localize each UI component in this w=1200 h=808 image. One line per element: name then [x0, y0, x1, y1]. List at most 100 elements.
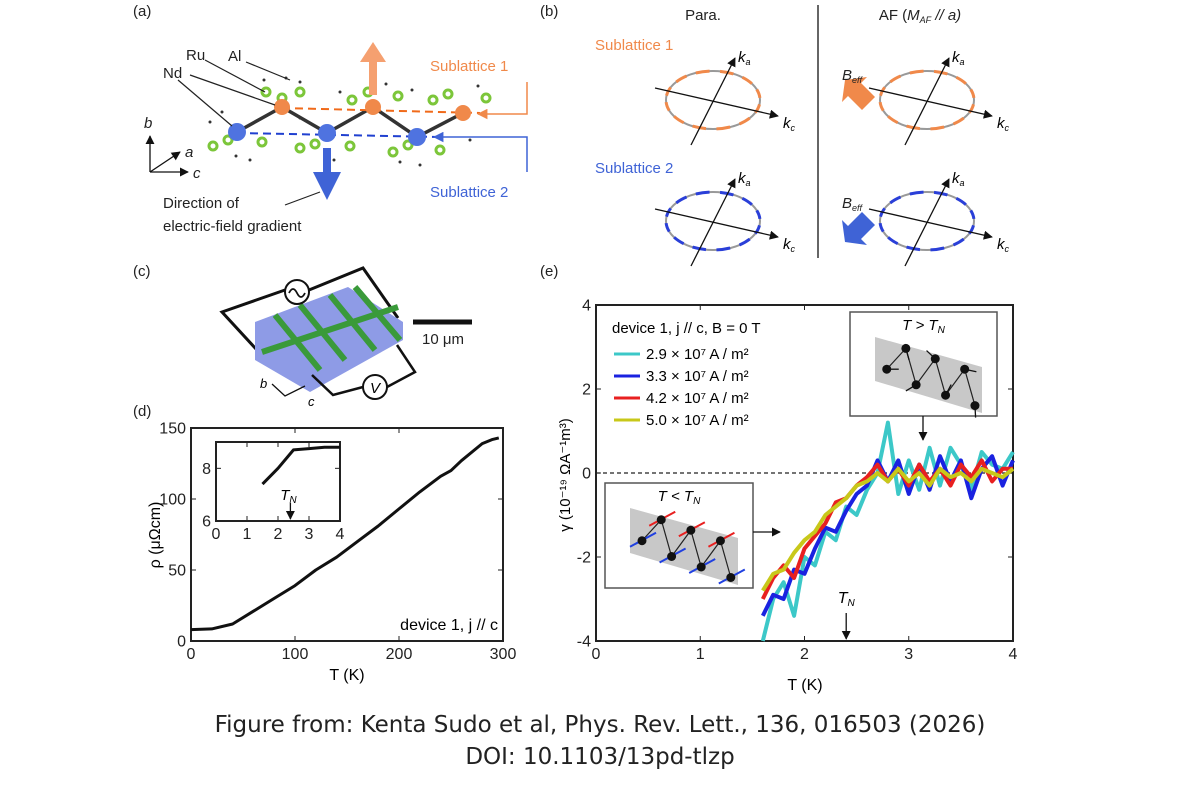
- voltmeter-icon: [362, 374, 388, 400]
- plot-frame: [190, 427, 504, 642]
- spin-arrow: [755, 209, 762, 220]
- x-tick-label: 0: [187, 646, 196, 663]
- inset-below-tn-atom: [667, 552, 677, 561]
- inset-below-tn-atom: [656, 515, 666, 525]
- panel-label-c: (c): [133, 263, 151, 280]
- spin-arrow: [741, 75, 753, 85]
- sublattice1-pointer: [476, 82, 528, 120]
- inset-below-tn-atom: [686, 525, 696, 535]
- device-axes: [271, 383, 306, 397]
- inset-above-tn-atom: [930, 354, 940, 364]
- kc-label: kc: [997, 236, 1010, 254]
- kc-label: kc: [783, 236, 796, 254]
- panel-d: (d) 0 100 200 300 0 50 100 150 T (K) ρ (μΩcm) devi…: [133, 403, 516, 684]
- spin-arrow: [933, 69, 948, 76]
- spin-arrow: [695, 190, 710, 196]
- current-circuit-wire: [219, 288, 286, 364]
- y-tick-label: 100: [159, 492, 186, 509]
- caption-line2: DOI: 10.1103/13pd-tlzp: [465, 744, 735, 770]
- spin-arrow: [664, 222, 671, 233]
- sublattice2-dashed-line: [236, 132, 441, 138]
- chart-gamma: 0 1 2 3 4 -4 -2 0 2 4 T (K) γ (10⁻¹⁹ ΩA⁻¹m³) device …: [557, 298, 1018, 694]
- sine-glyph: [288, 288, 306, 298]
- crystal-axes: [145, 135, 189, 177]
- electrodes: [261, 285, 403, 372]
- inset-above-tn-atom: [941, 390, 951, 400]
- panel-label-a: (a): [133, 3, 151, 20]
- kc-axis: [868, 208, 993, 240]
- panel-label-b: (b): [540, 3, 558, 20]
- ka-label: ka: [952, 49, 965, 67]
- x-tick-label: 1: [243, 526, 252, 543]
- spin-arrow: [675, 74, 688, 84]
- beff-arrow-blue-icon: [842, 212, 875, 245]
- efg-arrow-down-icon: [313, 148, 341, 200]
- b-sublattice1-label: Sublattice 1: [595, 37, 673, 54]
- b-sublattice2-label: Sublattice 2: [595, 160, 673, 177]
- ka-axis: [904, 57, 950, 146]
- spin-arrow: [909, 69, 924, 75]
- label-ru: Ru: [186, 47, 205, 64]
- kc-label: kc: [783, 115, 796, 133]
- legend-title: device 1, j // c, B = 0 T: [612, 320, 761, 337]
- voltage-wire: [311, 374, 364, 397]
- inset-below-tn-atom: [726, 573, 736, 582]
- x-tick-label: 0: [212, 526, 221, 543]
- voltmeter-label: V: [370, 380, 382, 397]
- af-title: AF (MAF // a): [879, 7, 961, 25]
- ka-axis: [690, 57, 736, 146]
- spin-arrow: [716, 246, 731, 252]
- label-nd: Nd: [163, 65, 182, 82]
- beff-arrow-orange-icon: [842, 77, 875, 110]
- x-tick-label: 100: [282, 646, 309, 663]
- legend-entry: 2.9 × 10⁷ A / m²: [646, 346, 749, 363]
- spin-arrow: [719, 69, 734, 76]
- beff-label-2: Beff: [842, 195, 864, 213]
- inset-above-tn-atom: [882, 364, 892, 374]
- spin-arrow: [716, 125, 731, 131]
- spin-arrow: [930, 246, 945, 252]
- label-al: Al: [228, 48, 241, 65]
- spin-arrow: [719, 190, 734, 197]
- caption-line1: Figure from: Kenta Sudo et al, Phys. Rev…: [214, 712, 986, 738]
- spin-arrow: [968, 224, 975, 235]
- panel-c: (c) V 10 μm b c: [133, 263, 472, 409]
- panel-b: (b) Para. AF (MAF // a) Sublattice 1 Sub…: [540, 3, 1010, 267]
- x-tick-label: 4: [336, 526, 345, 543]
- y-tick-label: 4: [582, 298, 591, 315]
- inset-above-tn-plane: [875, 337, 982, 413]
- x-tick-label: 2: [274, 526, 283, 543]
- ka-label: ka: [738, 49, 751, 67]
- label-leaders: [177, 59, 321, 206]
- nd-atoms-sublattice1: [274, 99, 471, 121]
- inset-above-tn-label: T > TN: [902, 317, 945, 336]
- kc-axis: [868, 87, 993, 119]
- nd-atoms-sublattice2: [228, 123, 426, 146]
- inset-below-tn-atom: [696, 562, 706, 572]
- fermi-ellipse: [665, 70, 761, 130]
- y-tick-label: 6: [202, 514, 211, 531]
- spin-arrow: [909, 190, 924, 196]
- series-line: [761, 466, 1015, 592]
- spin-arrow: [968, 103, 975, 114]
- tn-label: TN: [280, 487, 297, 506]
- y-tick-label: 50: [168, 563, 186, 580]
- device-axis-c: c: [308, 394, 315, 409]
- panel-a: (a) Ru Al Nd: [133, 3, 528, 235]
- spin-arrow: [969, 88, 976, 99]
- spin-arrow: [887, 115, 899, 125]
- kc-axis: [654, 87, 779, 119]
- x-tick-label: 4: [1009, 646, 1018, 663]
- spin-arrow: [673, 115, 685, 125]
- chart-resistivity-inset: 0 1 2 3 4 6 8 TN: [202, 441, 345, 543]
- kc-axis: [654, 208, 779, 240]
- y-tick-label: 2: [582, 382, 591, 399]
- legend-entry: 4.2 × 10⁷ A / m²: [646, 390, 749, 407]
- fermi-ellipse: [879, 70, 975, 130]
- spin-arrow: [889, 195, 902, 205]
- x-tick-label: 3: [305, 526, 314, 543]
- spin-arrow: [889, 74, 902, 84]
- inset-below-tn-label: T < TN: [658, 488, 701, 507]
- annotation: device 1, j // c: [400, 617, 498, 634]
- y-axis-label: γ (10⁻¹⁹ ΩA⁻¹m³): [557, 418, 574, 531]
